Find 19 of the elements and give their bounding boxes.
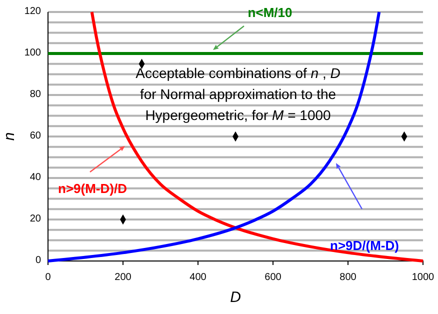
x-tick-label: 400	[190, 272, 207, 283]
y-tick-label: 60	[30, 130, 42, 142]
x-tick-label: 200	[114, 272, 132, 283]
y-tick-label: 20	[30, 214, 42, 224]
x-tick-label: 1000	[412, 272, 435, 283]
y-tick-label: 0	[35, 255, 42, 266]
text: n<M/10	[248, 5, 292, 20]
y-tick-label: 120	[24, 6, 42, 17]
y-tick-label: 100	[24, 48, 42, 58]
y-axis-title: n	[1, 132, 18, 141]
x-tick-label: 600	[264, 272, 282, 283]
x-axis-title: D	[230, 289, 242, 306]
y-tick-label: 80	[30, 89, 42, 100]
text: Acceptable combinations of n , D for Normal approximation to the Hypergeometric, for M = 1000	[136, 65, 340, 123]
x-tick-label: 800	[340, 272, 357, 283]
series-label: n>9(M-D)/D	[58, 181, 127, 196]
x-tick-label: 0	[45, 272, 52, 283]
y-tick-label: 40	[30, 172, 42, 183]
text: n>9D/(M-D)	[330, 238, 399, 253]
